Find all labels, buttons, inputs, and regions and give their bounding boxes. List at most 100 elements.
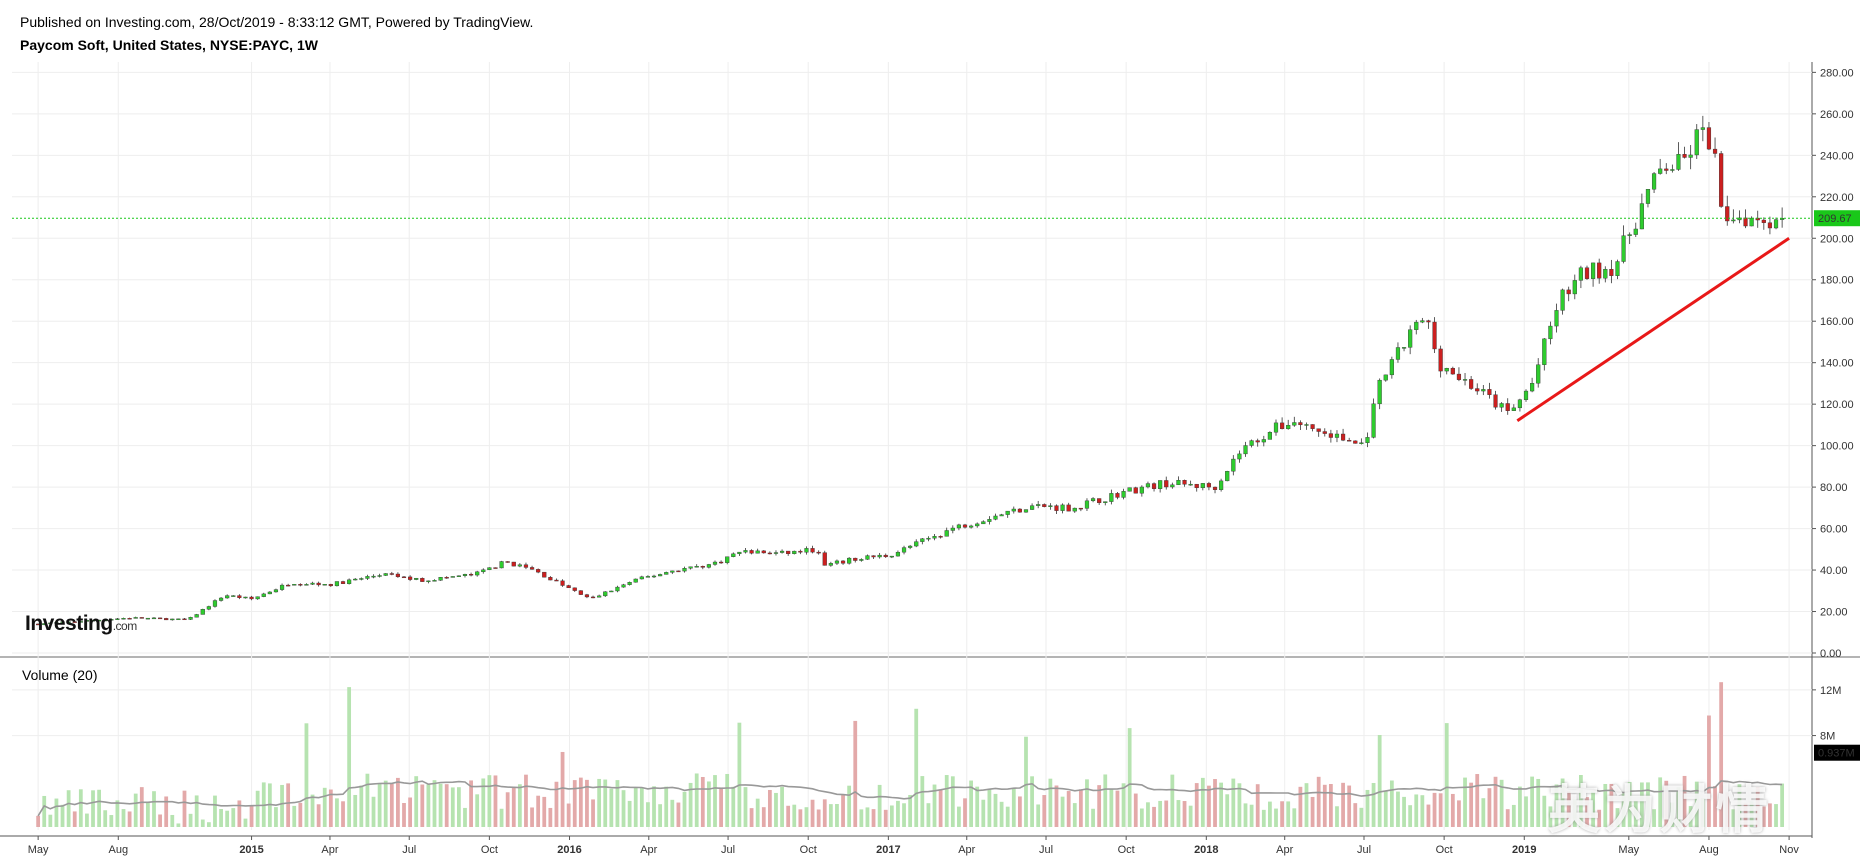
candle-body — [761, 550, 766, 554]
volume-bar — [72, 811, 77, 827]
last-volume-tag — [1814, 744, 1860, 761]
candle-body — [1658, 168, 1663, 174]
volume-bar — [914, 708, 919, 827]
volume-bar — [1646, 782, 1650, 827]
volume-bar — [1658, 777, 1663, 827]
candle-body — [712, 561, 718, 565]
volume-bar — [1572, 799, 1577, 827]
time-tick-label: Jul — [1039, 844, 1053, 856]
volume-bar — [463, 807, 467, 827]
volume-bar — [1322, 784, 1327, 827]
volume-bar — [243, 818, 248, 827]
price-tick-label: 0.00 — [1820, 648, 1841, 660]
candle-body — [1450, 367, 1455, 375]
candle-body — [1225, 471, 1230, 482]
price-tick-label: 240.00 — [1820, 150, 1854, 162]
candle-body — [1212, 486, 1218, 490]
candle-body — [1523, 390, 1529, 400]
candle-body — [1719, 153, 1724, 207]
volume-bar — [1707, 715, 1711, 827]
candle-body — [1182, 480, 1187, 485]
volume-bar — [542, 796, 547, 827]
candle-body — [536, 569, 541, 573]
volume-bar — [1420, 795, 1425, 827]
volume-bar — [1328, 784, 1333, 827]
volume-bar — [707, 781, 711, 827]
candle-body — [554, 579, 559, 582]
candle-body — [1706, 127, 1712, 150]
time-tick-label: Oct — [800, 844, 817, 856]
candle-body — [1542, 338, 1547, 365]
candle-body — [517, 564, 522, 567]
candle-body — [164, 618, 169, 621]
candle-body — [1353, 440, 1358, 444]
candle-body — [1664, 168, 1669, 171]
volume-bar — [1749, 801, 1754, 827]
time-tick-label: Apr — [1276, 844, 1293, 856]
price-tick-label: 40.00 — [1820, 565, 1848, 577]
volume-bar — [1774, 804, 1778, 827]
candle-body — [1286, 425, 1291, 430]
candle-body — [1048, 505, 1053, 507]
candle-body — [286, 584, 291, 587]
candle-body — [408, 576, 413, 580]
volume-bar — [755, 798, 760, 827]
volume-bar — [359, 785, 364, 827]
candle-body — [438, 577, 443, 581]
volume-bar — [761, 807, 766, 827]
volume-bar — [1261, 809, 1266, 827]
candle-body — [1042, 504, 1047, 507]
volume-bar — [560, 751, 565, 827]
volume-bar — [1011, 788, 1016, 827]
volume-bar — [1505, 809, 1510, 827]
time-tick-label: Jul — [402, 844, 416, 856]
candle-body — [1560, 289, 1565, 311]
volume-bar — [591, 799, 595, 827]
candle-body — [36, 623, 41, 626]
candle-body — [1743, 217, 1748, 227]
time-tick-label: 2016 — [557, 844, 581, 856]
candle-body — [395, 573, 400, 578]
volume-bar — [133, 793, 138, 827]
candle-body — [731, 553, 736, 557]
candle-body — [670, 570, 675, 573]
volume-bar — [1688, 806, 1693, 827]
volume-bar — [292, 805, 297, 827]
volume-bar — [932, 784, 937, 827]
volume-bar — [1670, 802, 1675, 827]
candle-body — [1554, 310, 1559, 327]
candle-body — [334, 581, 340, 587]
candle-body — [975, 523, 980, 527]
candle-body — [194, 614, 199, 618]
candle-body — [103, 619, 108, 622]
volume-bar — [682, 791, 687, 827]
volume-bar — [1542, 795, 1547, 827]
volume-bar — [652, 786, 656, 827]
volume-bar — [572, 780, 577, 827]
candle-body — [54, 622, 59, 624]
volume-bar — [335, 798, 339, 827]
volume-bar — [1761, 806, 1766, 827]
volume-bar — [91, 790, 95, 827]
volume-bar — [1652, 809, 1656, 827]
volume-bar — [530, 807, 534, 827]
price-tick-label: 80.00 — [1820, 482, 1848, 494]
logo-suffix: .com — [112, 619, 138, 633]
candle-body — [1639, 203, 1644, 230]
volume-bar — [889, 805, 894, 827]
volume-bar — [920, 776, 925, 827]
volume-bar — [1018, 796, 1022, 827]
candle-body — [115, 618, 120, 620]
volume-bar — [1207, 785, 1211, 827]
candle-body — [401, 576, 407, 579]
volume-bar — [1694, 781, 1699, 827]
candle-body — [1401, 347, 1407, 349]
candle-body — [1536, 364, 1541, 384]
candle-body — [1712, 148, 1718, 154]
candle-body — [944, 530, 949, 537]
candle-body — [243, 596, 248, 599]
candle-body — [1151, 483, 1157, 489]
candle-body — [908, 545, 913, 548]
volume-bar — [182, 790, 187, 827]
